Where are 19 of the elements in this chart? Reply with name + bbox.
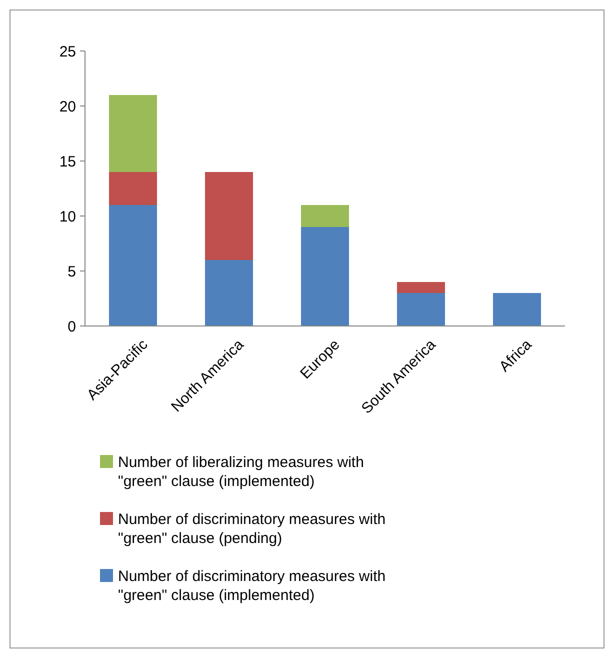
y-tick-label: 0: [68, 318, 76, 336]
bar: [301, 205, 349, 227]
legend-label: Number of discriminatory measures with "green" clause (pending): [118, 511, 386, 547]
bar: [205, 172, 253, 260]
bar: [397, 282, 445, 293]
y-tick-label: 25: [59, 43, 76, 60]
y-tick-label: 10: [59, 208, 76, 226]
bar: [109, 205, 157, 326]
y-tick-label: 5: [68, 263, 76, 280]
bar: [301, 227, 349, 326]
bar: [493, 293, 541, 326]
y-tick-label: 15: [59, 153, 76, 170]
legend-label: Number of liberalizing measures with "green" clause (implemented): [118, 454, 364, 490]
y-tick-label: 20: [59, 98, 76, 116]
legend-label: Number of discriminatory measures with "green" clause (implemented): [118, 568, 386, 604]
bar: [397, 293, 445, 326]
bar: [205, 260, 253, 326]
bar: [109, 95, 157, 172]
bar: [109, 172, 157, 205]
